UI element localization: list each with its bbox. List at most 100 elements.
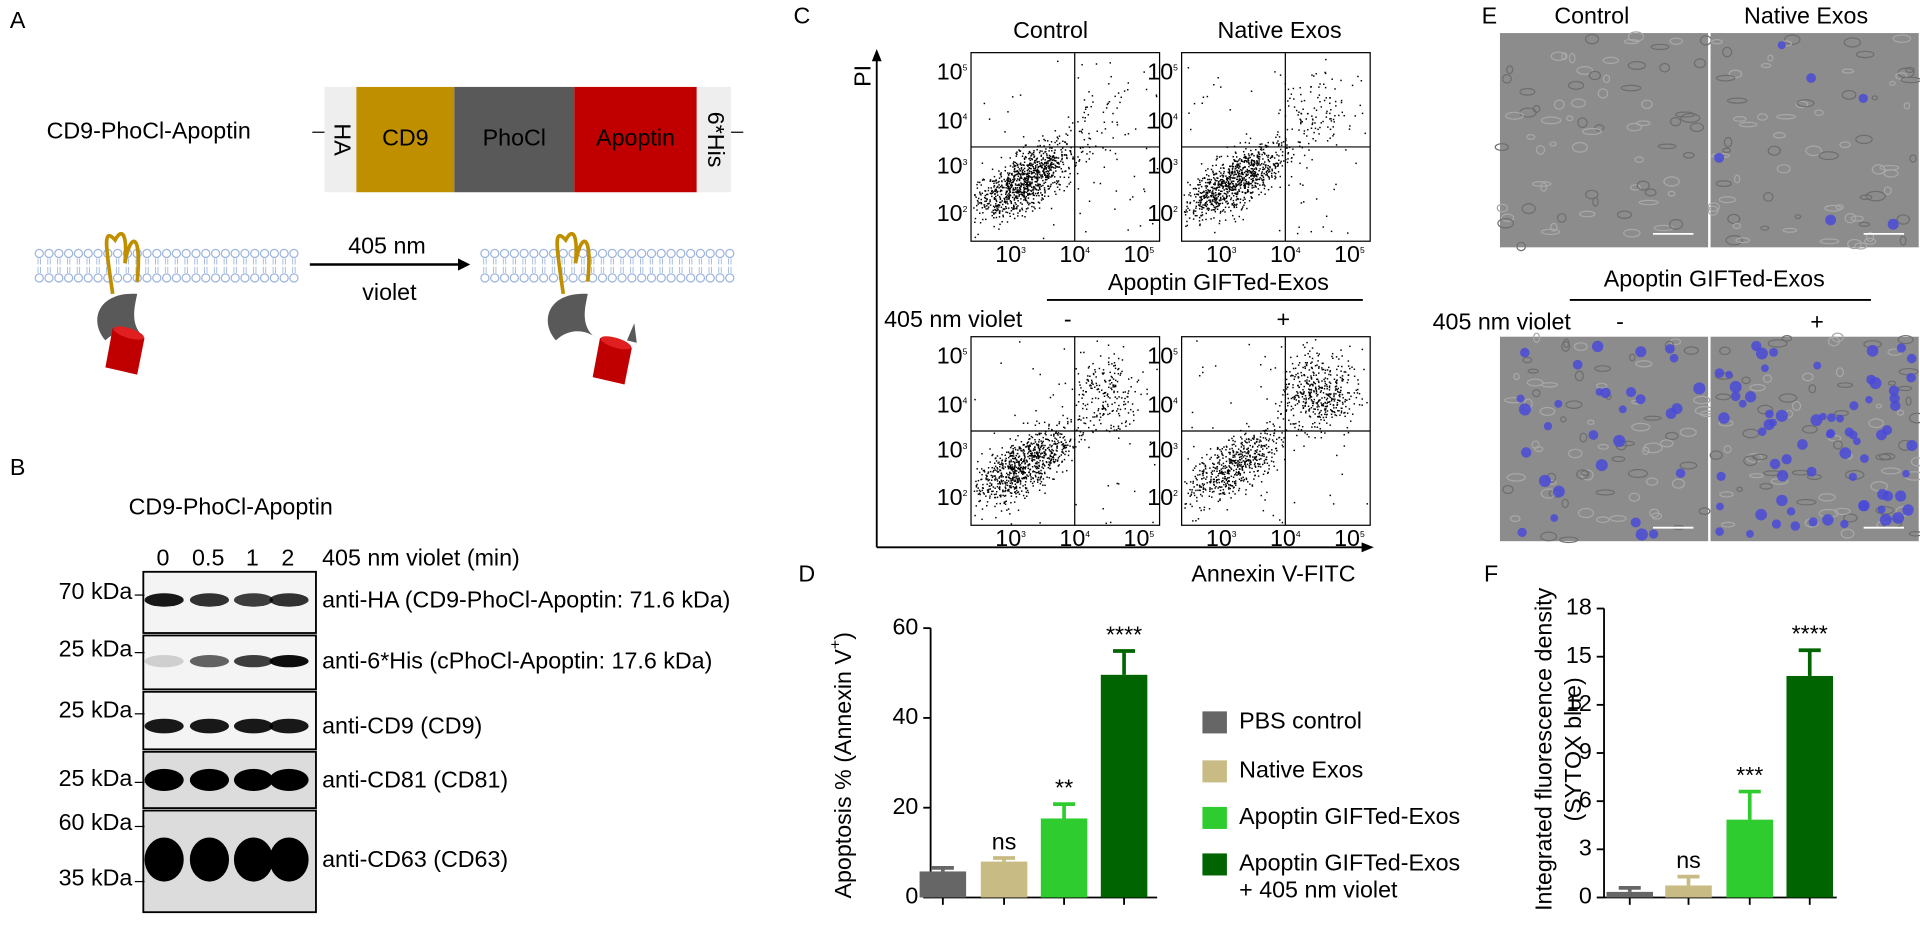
flow-dot	[1062, 415, 1063, 416]
flow-dot	[1084, 112, 1085, 113]
flow-dot	[1330, 495, 1331, 496]
flow-dot	[1254, 185, 1255, 186]
flow-dot	[1097, 340, 1098, 341]
flow-dot	[1048, 425, 1049, 426]
flow-dot	[987, 480, 988, 481]
flow-dot	[1044, 492, 1045, 493]
flow-dot	[1030, 184, 1031, 185]
flow-dot	[989, 461, 990, 462]
flow-dot	[1129, 423, 1130, 424]
flow-dot	[1354, 369, 1355, 370]
blot-band	[269, 655, 308, 667]
flow-dot	[1219, 156, 1220, 157]
flow-dot	[1207, 179, 1208, 180]
flow-dot	[1318, 388, 1319, 389]
flow-dot	[1043, 457, 1044, 458]
flow-dot	[1249, 200, 1250, 201]
flow-dot	[1242, 468, 1243, 469]
flow-dot	[1221, 451, 1222, 452]
flow-dot	[1013, 161, 1014, 162]
flow-dot	[1220, 472, 1221, 473]
flow-dot	[1014, 178, 1015, 179]
flow-dot	[1129, 443, 1130, 444]
flow-dot	[1076, 429, 1077, 430]
flow-dot	[1223, 484, 1224, 485]
flow-dot	[1319, 412, 1320, 413]
flow-dot	[1089, 147, 1090, 148]
flow-dot	[1212, 470, 1213, 471]
flow-dot	[1250, 157, 1251, 158]
stained-nucleus	[1717, 472, 1726, 481]
flow-dot	[1010, 180, 1011, 181]
flow-dot	[1281, 432, 1282, 433]
flow-dot	[1228, 187, 1229, 188]
flow-dot	[1303, 386, 1304, 387]
flow-dot	[1023, 186, 1024, 187]
flow-dot	[994, 180, 995, 181]
flow-dot	[1191, 494, 1192, 495]
flow-dot	[977, 203, 978, 204]
lipid-head	[667, 249, 675, 257]
flow-dot	[1070, 419, 1071, 420]
flow-dot	[1278, 171, 1279, 172]
flow-dot	[1242, 180, 1243, 181]
tick-base: 10	[937, 59, 963, 85]
flow-dot	[1009, 513, 1010, 514]
tick-exponent: 5	[1149, 529, 1154, 539]
flow-dot	[1005, 460, 1006, 461]
flow-dot	[1271, 175, 1272, 176]
flow-dot	[1014, 166, 1015, 167]
flow-dot	[1086, 153, 1087, 154]
flow-dot	[1017, 449, 1018, 450]
flow-dot	[1315, 140, 1316, 141]
flow-dot	[1118, 396, 1119, 397]
flow-dot	[1276, 154, 1277, 155]
flow-dot	[1006, 501, 1007, 502]
flow-dot	[1104, 122, 1105, 123]
flow-dot	[1210, 218, 1211, 219]
flow-dot	[1012, 468, 1013, 469]
flow-dot	[1287, 405, 1288, 406]
flow-dot	[1212, 193, 1213, 194]
flow-dot	[1028, 153, 1029, 154]
lipid-tail	[214, 258, 216, 273]
flow-dot	[1324, 388, 1325, 389]
flow-dot	[1015, 439, 1016, 440]
flow-dot	[1093, 182, 1094, 183]
flow-dot	[1264, 445, 1265, 446]
flow-dot	[1089, 376, 1090, 377]
flow-dot	[1044, 465, 1045, 466]
flow-dot	[1289, 98, 1290, 99]
flow-dot	[1020, 194, 1021, 195]
flow-dot	[1233, 436, 1234, 437]
flow-dot	[1331, 356, 1332, 357]
flow-dot	[1049, 147, 1050, 148]
flow-dot	[1008, 477, 1009, 478]
flow-dot	[1087, 375, 1088, 376]
flow-dot	[1241, 170, 1242, 171]
flow-dot	[1094, 416, 1095, 417]
flow-dot	[1041, 194, 1042, 195]
flow-dot	[1215, 476, 1216, 477]
flow-dot	[1005, 458, 1006, 459]
tick-base: 10	[937, 343, 963, 369]
flow-dot	[1009, 485, 1010, 486]
flow-dot	[1335, 105, 1336, 106]
flow-dot	[1240, 464, 1241, 465]
tick-base: 10	[1334, 241, 1360, 267]
blot-band	[190, 593, 229, 606]
flow-dot	[1261, 481, 1262, 482]
flow-dot	[1143, 71, 1144, 72]
flow-dot	[1014, 199, 1015, 200]
flow-dot	[1222, 468, 1223, 469]
flow-dot	[1037, 455, 1038, 456]
flow-dot	[1258, 466, 1259, 467]
flow-dot	[1265, 145, 1266, 146]
flow-dot	[1214, 209, 1215, 210]
flow-dot	[1213, 174, 1214, 175]
flow-dot	[1279, 136, 1280, 137]
flow-dot	[1008, 187, 1009, 188]
flow-dot	[1035, 167, 1036, 168]
flow-dot	[1261, 173, 1262, 174]
flow-dot	[1156, 96, 1157, 97]
